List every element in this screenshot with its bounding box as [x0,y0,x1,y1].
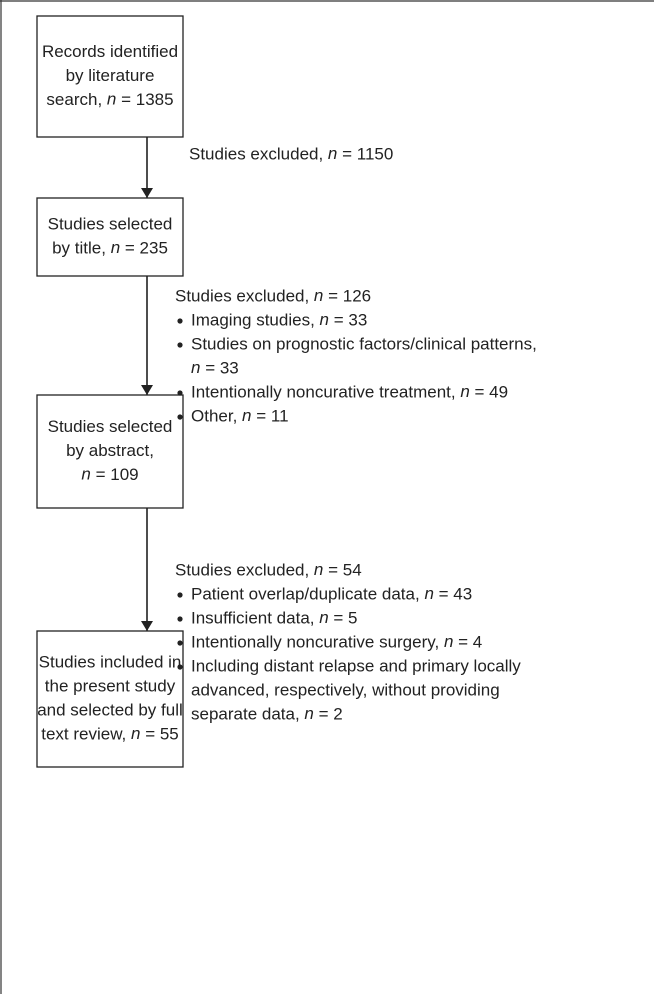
exclusion-item: separate data, n = 2 [191,704,343,723]
exclusion-header: Studies excluded, n = 126 [175,286,371,305]
bullet [177,318,183,324]
exclusion-item: Insufficient data, n = 5 [191,608,358,627]
exclusion-item: Imaging studies, n = 33 [191,310,367,329]
exclusion-header: Studies excluded, n = 54 [175,560,362,579]
exclusion-item: Studies on prognostic factors/clinical p… [191,334,537,353]
exclusion-item: Intentionally noncurative treatment, n =… [191,382,508,401]
flow-box [36,15,184,138]
exclusion-item: n = 33 [191,358,239,377]
box-text: search, n = 1385 [46,90,173,109]
box-text: the present study [45,676,176,695]
exclusion-item: advanced, respectively, without providin… [191,680,500,699]
box-text: n = 109 [81,465,138,484]
bullet [177,414,183,420]
box-text: Studies selected [48,417,173,436]
exclusion-item: Including distant relapse and primary lo… [191,656,521,675]
bullet [177,664,183,670]
box-text: and selected by full [37,700,183,719]
exclusion-item: Other, n = 11 [191,406,289,425]
box-text: Studies included in [39,652,182,671]
box-text: by title, n = 235 [52,238,168,257]
box-text: by literature [66,66,155,85]
exclusion-item: Patient overlap/duplicate data, n = 43 [191,584,472,603]
bullet [177,390,183,396]
bullet [177,342,183,348]
exclusion-item: Intentionally noncurative surgery, n = 4 [191,632,482,651]
box-text: by abstract, [66,441,154,460]
bullet [177,592,183,598]
bullet [177,616,183,622]
exclusion-header: Studies excluded, n = 1150 [189,144,393,163]
box-text: Studies selected [48,214,173,233]
flow-box [36,197,184,277]
bullet [177,640,183,646]
flow-box [36,394,184,509]
box-text: Records identified [42,42,178,61]
flow-box [36,630,184,768]
box-text: text review, n = 55 [41,724,179,743]
